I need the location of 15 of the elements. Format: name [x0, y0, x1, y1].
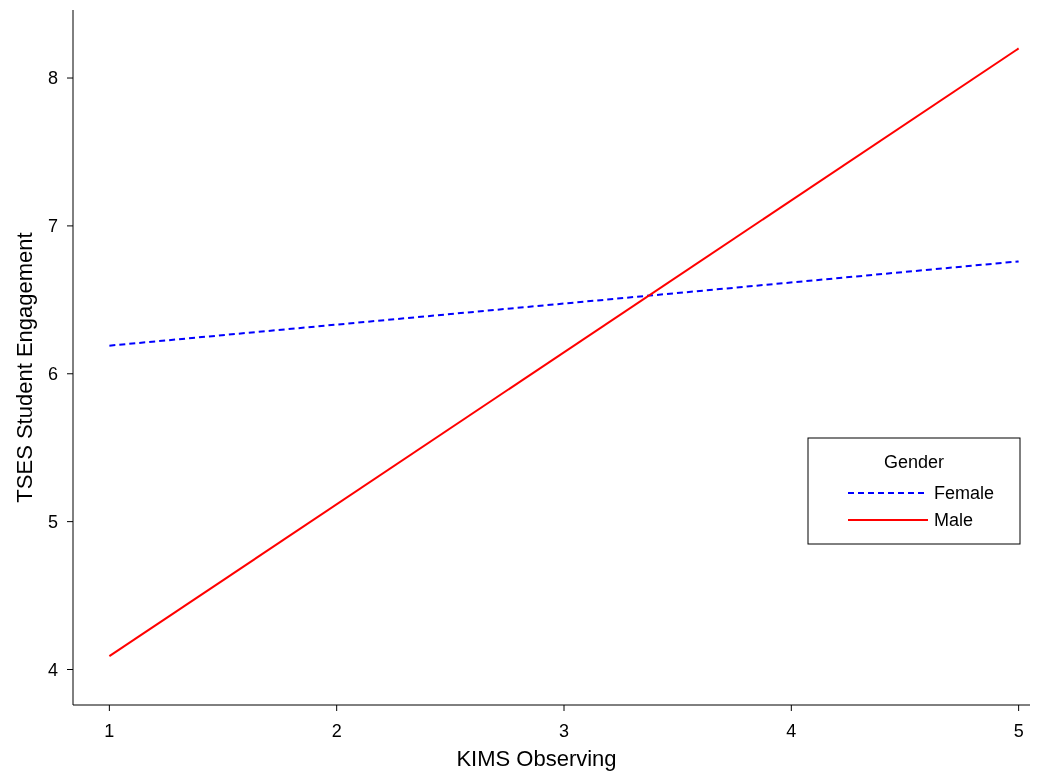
x-tick-label: 5 — [1013, 721, 1024, 741]
legend-title: Gender — [883, 452, 945, 472]
y-tick-label: 4 — [47, 659, 59, 680]
y-axis-title: TSES Student Engagement — [12, 232, 37, 503]
x-tick-label: 2 — [331, 721, 342, 741]
y-tick-label: 8 — [47, 68, 59, 89]
legend-label: Male — [934, 510, 974, 531]
y-tick-label: 7 — [47, 216, 59, 237]
x-tick-label: 3 — [558, 721, 570, 741]
x-tick-label: 4 — [786, 721, 797, 741]
x-axis-title: KIMS Observing — [456, 746, 617, 771]
y-tick-label: 5 — [47, 511, 59, 532]
y-tick-label: 6 — [47, 364, 59, 385]
x-tick-label: 1 — [104, 721, 115, 741]
legend-label: Female — [934, 483, 995, 504]
